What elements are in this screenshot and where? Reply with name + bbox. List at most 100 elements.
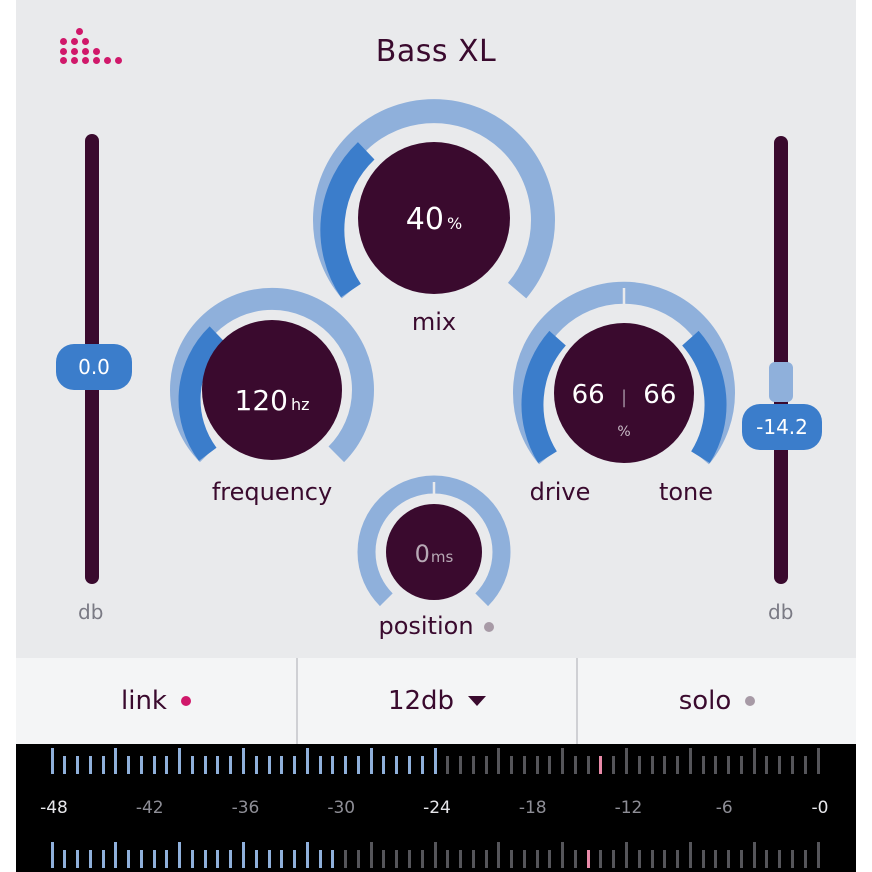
mix-unit: %	[446, 214, 463, 233]
meter-bottom-segment	[254, 850, 258, 868]
mix-number: 40	[405, 202, 444, 237]
mix-knob[interactable]	[313, 99, 555, 318]
meter-bottom-segment	[420, 850, 424, 868]
meter-top-segment	[369, 748, 373, 774]
meter-top-segment	[127, 756, 131, 774]
meter-bottom-segment	[778, 850, 782, 868]
meter-top-segment	[420, 756, 424, 774]
meter-scale-label: -24	[423, 798, 451, 818]
meter-top-segment	[484, 756, 488, 774]
frequency-value: 120 hz	[212, 384, 332, 417]
meter-top-segment	[395, 756, 399, 774]
link-toggle[interactable]: link	[16, 658, 296, 744]
meter-bottom-segment	[510, 850, 514, 868]
meter-bottom-segment	[573, 850, 577, 868]
meter-top-segment	[676, 756, 680, 774]
range-dropdown[interactable]: 12db	[298, 658, 576, 744]
position-label[interactable]: position	[356, 612, 516, 640]
meter-bottom-segment	[484, 850, 488, 868]
solo-toggle[interactable]: solo	[578, 658, 856, 744]
frequency-knob[interactable]	[170, 287, 374, 472]
drive-label[interactable]: drive	[529, 478, 591, 506]
meter-top-segment	[407, 756, 411, 774]
meter-top-segment	[344, 756, 348, 774]
meter-top-segment	[280, 756, 284, 774]
output-fader-handle[interactable]: -14.2	[742, 404, 822, 450]
meter-bottom-segment	[497, 842, 501, 868]
meter-bottom-segment	[676, 850, 680, 868]
input-fader-handle[interactable]: 0.0	[56, 344, 132, 390]
drive-tone-separator: |	[620, 387, 628, 408]
meter-top-segment	[114, 748, 118, 774]
meter-top-segment	[50, 748, 54, 774]
meter-top-segment	[727, 756, 731, 774]
meter-bottom-segment	[714, 850, 718, 868]
meter-bottom-segment	[407, 850, 411, 868]
meter-top-segment	[76, 756, 80, 774]
meter-top-segment	[625, 748, 628, 774]
drive-tone-knob[interactable]	[513, 281, 735, 484]
meter-top-segment	[637, 756, 641, 774]
meter-top-segment	[242, 748, 245, 774]
drive-tone-unit: %	[617, 424, 631, 440]
meter-bottom-segment	[650, 850, 654, 868]
meter-bottom-segment	[356, 850, 360, 868]
meter-scale-label: -36	[231, 798, 260, 818]
link-label: link	[121, 686, 167, 716]
meter-top-segment	[535, 756, 539, 774]
position-value: 0ms	[394, 540, 474, 568]
solo-label: solo	[678, 686, 732, 716]
frequency-label: frequency	[211, 478, 333, 506]
meter-bottom-segment	[535, 850, 539, 868]
meter-top-segment	[765, 756, 769, 774]
meter-bottom-segment	[165, 850, 169, 868]
meter-bottom-segment	[76, 850, 80, 868]
meter-top-segment	[803, 756, 807, 774]
meter-top-segment	[318, 756, 322, 774]
meter-bottom-segment	[216, 850, 220, 868]
meter-top-segment	[471, 756, 475, 774]
meter-bottom-segment	[701, 850, 705, 868]
meter-bottom-segment	[790, 850, 794, 868]
output-fader-level	[769, 362, 793, 402]
tab-divider	[296, 658, 298, 744]
meter-top-segment	[331, 756, 335, 774]
meter-bottom-segment	[459, 850, 463, 868]
meter-bottom-segment	[663, 850, 667, 868]
position-knob[interactable]	[357, 475, 511, 614]
meter-bottom-segment	[305, 842, 309, 868]
meter-top-segment	[459, 756, 463, 774]
meter-top-segment	[663, 756, 667, 774]
meter-bottom-segment	[471, 850, 475, 868]
meter-bottom-segment	[318, 850, 322, 868]
meter-top-segment	[739, 756, 743, 774]
meter-top-segment	[254, 756, 258, 774]
meter-top-segment	[586, 756, 590, 774]
meter-top-segment	[382, 756, 386, 774]
meter-bottom-segment	[152, 850, 156, 868]
meter-top-segment	[790, 756, 794, 774]
meter-bottom-segment	[242, 842, 245, 868]
meter-bottom-segment	[369, 842, 373, 868]
meter-bottom-segment	[816, 842, 820, 868]
meter-top-segment	[433, 748, 437, 774]
meter-bottom-segment	[446, 850, 450, 868]
meter-top-segment	[216, 756, 220, 774]
meter-bottom-segment	[344, 850, 348, 868]
range-label: 12db	[387, 686, 455, 716]
meter-bottom-segment	[599, 850, 603, 868]
tone-label[interactable]: tone	[658, 478, 714, 506]
output-fader-track[interactable]	[774, 136, 788, 584]
position-unit: ms	[430, 548, 454, 566]
meter-top-segment	[356, 756, 360, 774]
mix-label: mix	[411, 308, 457, 336]
meter-bottom-segment	[293, 850, 297, 868]
meter-top-segment	[778, 756, 782, 774]
meter-top-segment	[229, 756, 233, 774]
meter-top-segment	[573, 756, 577, 774]
meter-scale: -48 -42 -36 -30 -24 -18 -12 -6 -0	[16, 744, 856, 872]
meter-bottom-segment	[586, 850, 590, 868]
meter-bottom-segment	[522, 850, 526, 868]
meter-bottom-segment	[280, 850, 284, 868]
meter-scale-label: -48	[40, 798, 68, 818]
